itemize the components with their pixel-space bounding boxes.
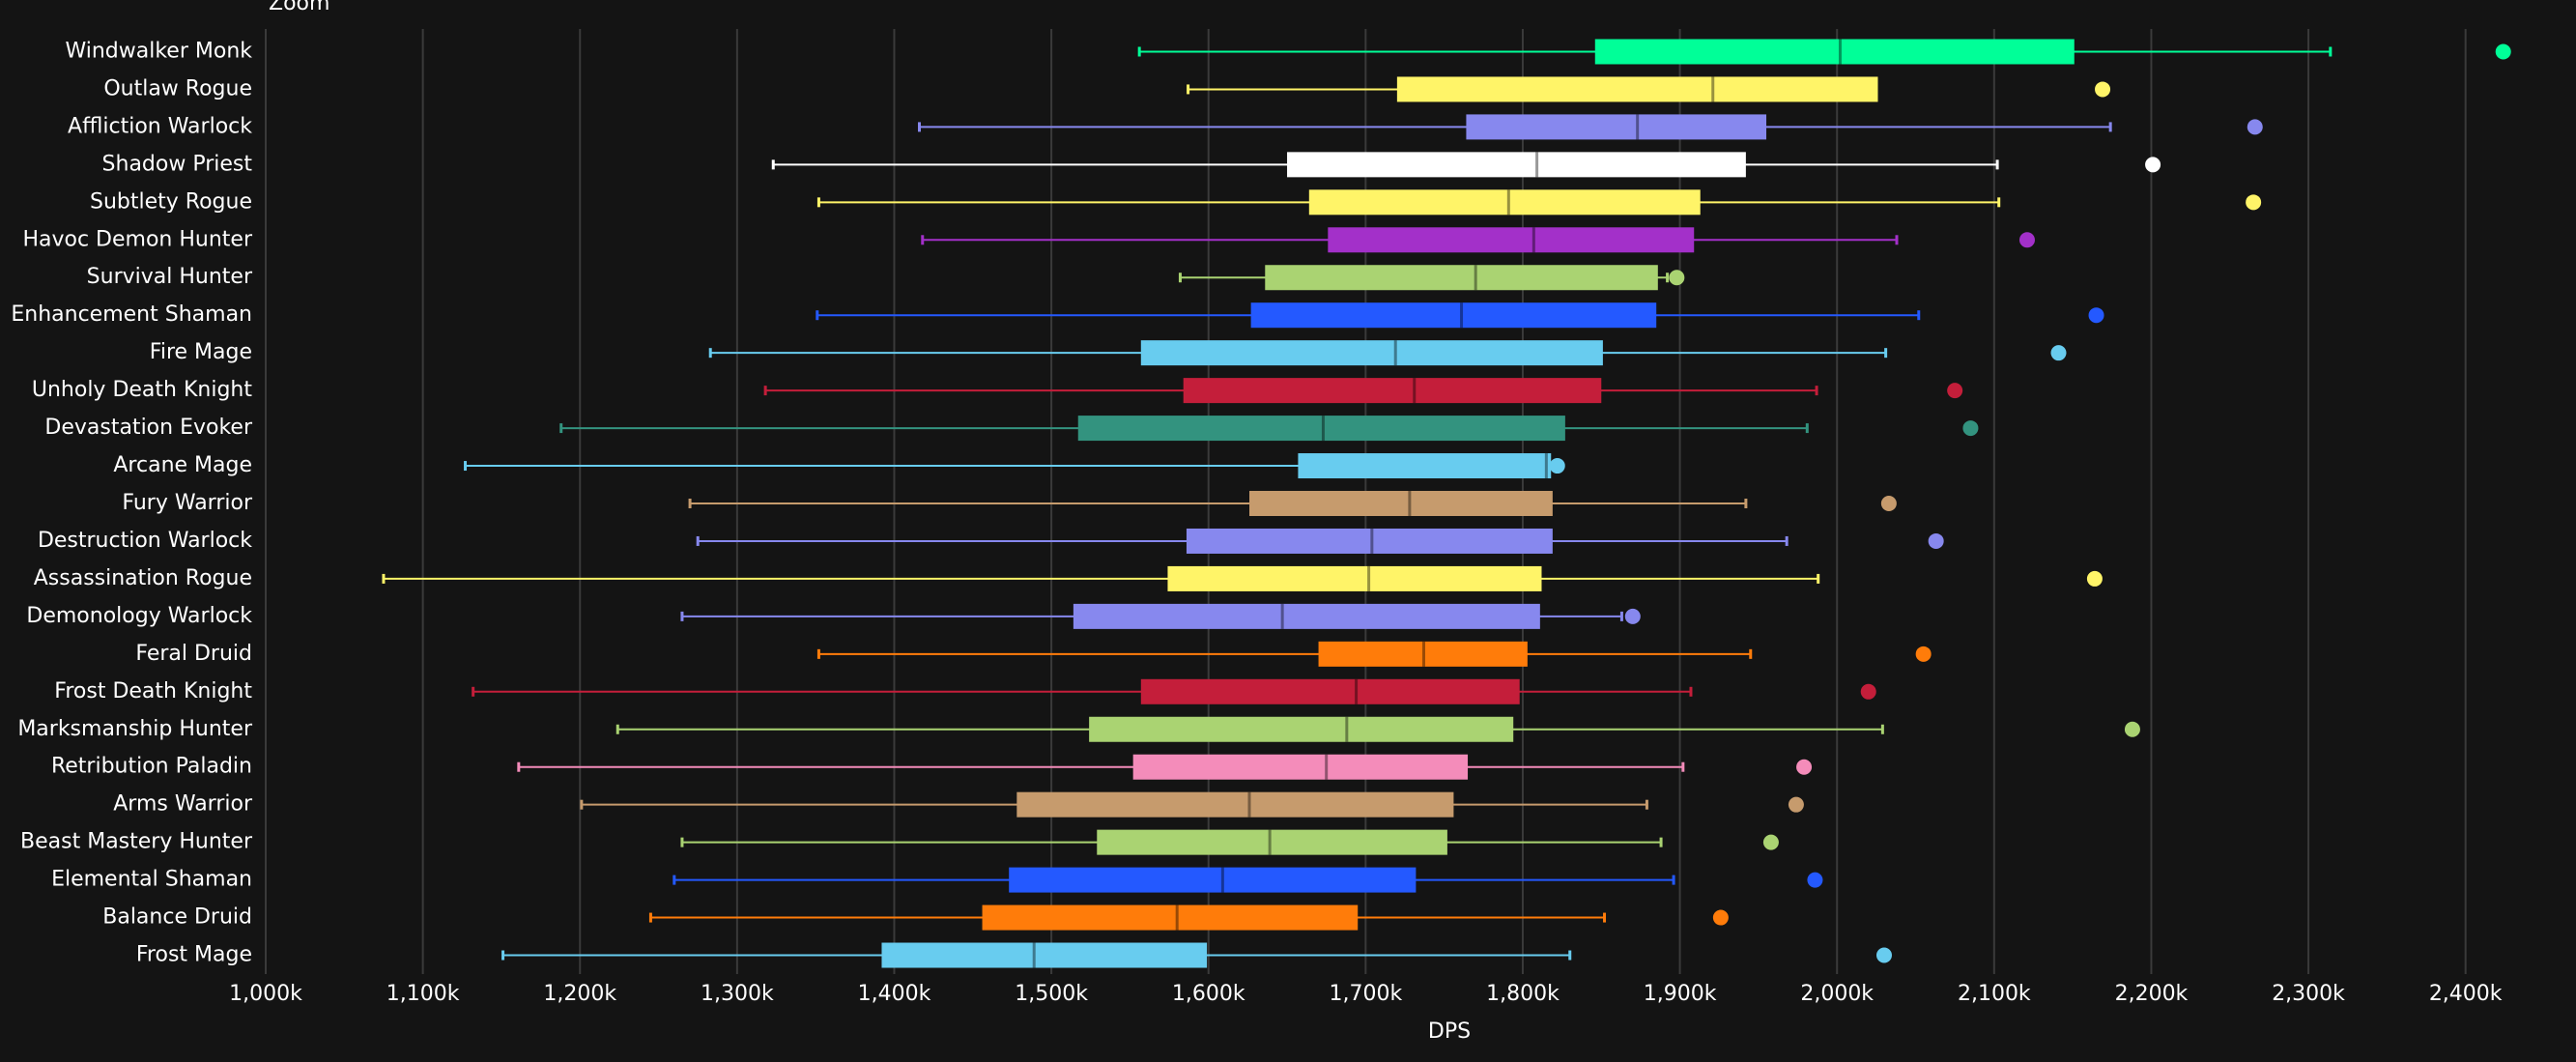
outlier (1807, 872, 1823, 888)
y-tick-label: Assassination Rogue (34, 566, 252, 590)
x-tick-label: 1,300k (701, 982, 774, 1006)
box (1089, 716, 1514, 742)
outlier (1669, 270, 1685, 286)
outlier (1928, 532, 1944, 549)
x-tick-label: 1,900k (1644, 982, 1717, 1006)
outlier (1875, 947, 1892, 963)
box (1097, 829, 1447, 855)
y-tick-label: Shadow Priest (102, 152, 253, 176)
box (881, 942, 1208, 968)
y-tick-label: Beast Mastery Hunter (20, 830, 253, 854)
y-tick-label: Unholy Death Knight (32, 378, 252, 402)
box (1594, 39, 2075, 65)
x-tick-label: 1,600k (1172, 982, 1245, 1006)
box (1167, 565, 1542, 591)
box (982, 904, 1359, 931)
outlier (1624, 608, 1641, 624)
outlier (1915, 646, 1932, 662)
x-tick-label: 1,200k (543, 982, 616, 1006)
x-tick-label: 1,000k (229, 982, 302, 1006)
x-tick-label: 2,400k (2429, 982, 2503, 1006)
y-tick-label: Frost Mage (136, 943, 252, 967)
x-tick-label: 1,500k (1015, 982, 1088, 1006)
y-tick-label: Frost Death Knight (54, 679, 252, 703)
box (1466, 114, 1767, 140)
x-tick-label: 2,200k (2115, 982, 2189, 1006)
outlier (2247, 119, 2263, 135)
outlier (1880, 496, 1897, 511)
box (1140, 340, 1603, 366)
y-tick-label: Survival Hunter (87, 265, 253, 289)
box (1132, 754, 1469, 780)
x-tick-label: 1,700k (1329, 982, 1402, 1006)
x-tick-label: 1,800k (1486, 982, 1560, 1006)
x-tick-label: 1,100k (386, 982, 460, 1006)
x-tick-label: 2,300k (2272, 982, 2345, 1006)
box (1308, 189, 1701, 215)
box (1009, 867, 1417, 893)
y-tick-label: Retribution Paladin (51, 755, 252, 779)
box (1073, 603, 1540, 629)
outlier (2124, 721, 2140, 737)
outlier (1796, 759, 1813, 775)
outlier (2018, 232, 2035, 248)
y-tick-label: Demonology Warlock (26, 604, 252, 628)
box (1183, 378, 1602, 404)
outlier (2246, 194, 2262, 211)
outlier (2495, 43, 2511, 60)
box (1265, 265, 1658, 291)
y-tick-label: Outlaw Rogue (103, 76, 252, 100)
y-tick-label: Fury Warrior (122, 491, 253, 515)
y-tick-label: Subtlety Rogue (90, 189, 252, 214)
box (1016, 791, 1454, 818)
box (1298, 453, 1552, 479)
outlier (2050, 345, 2067, 361)
box (1249, 491, 1553, 516)
outlier (2088, 307, 2104, 324)
box (1250, 302, 1657, 329)
x-tick-label: 2,100k (1958, 982, 2031, 1006)
outlier (1947, 383, 1963, 399)
y-tick-label: Elemental Shaman (51, 868, 252, 892)
box (1186, 528, 1553, 554)
outlier (2145, 157, 2161, 173)
outlier (1860, 683, 1876, 700)
outlier (1962, 420, 1979, 437)
y-tick-label: Arms Warrior (113, 792, 253, 817)
zoom-label: Zoom (269, 0, 329, 15)
outlier (1549, 458, 1565, 474)
outlier (2095, 81, 2111, 98)
y-tick-label: Destruction Warlock (38, 529, 252, 553)
y-tick-label: Havoc Demon Hunter (22, 227, 252, 251)
box (1318, 641, 1528, 667)
y-tick-label: Marksmanship Hunter (17, 717, 253, 741)
y-tick-label: Arcane Mage (113, 453, 252, 477)
outlier (1788, 796, 1804, 813)
x-tick-label: 1,400k (858, 982, 931, 1006)
box (1077, 416, 1565, 442)
outlier (2086, 570, 2103, 587)
y-tick-label: Devastation Evoker (44, 416, 253, 440)
outlier (1712, 909, 1729, 926)
outlier (1762, 834, 1779, 850)
box (1140, 678, 1520, 704)
box (1328, 227, 1695, 253)
y-tick-label: Balance Druid (102, 905, 252, 930)
x-tick-label: 2,000k (1800, 982, 1874, 1006)
y-tick-label: Enhancement Shaman (11, 302, 252, 327)
y-tick-label: Feral Druid (135, 642, 252, 666)
y-tick-label: Fire Mage (150, 340, 252, 364)
y-tick-label: Affliction Warlock (68, 114, 252, 138)
box (1287, 152, 1746, 178)
box (1396, 76, 1878, 102)
y-tick-label: Windwalker Monk (65, 39, 252, 63)
x-axis-title: DPS (1428, 1019, 1471, 1044)
